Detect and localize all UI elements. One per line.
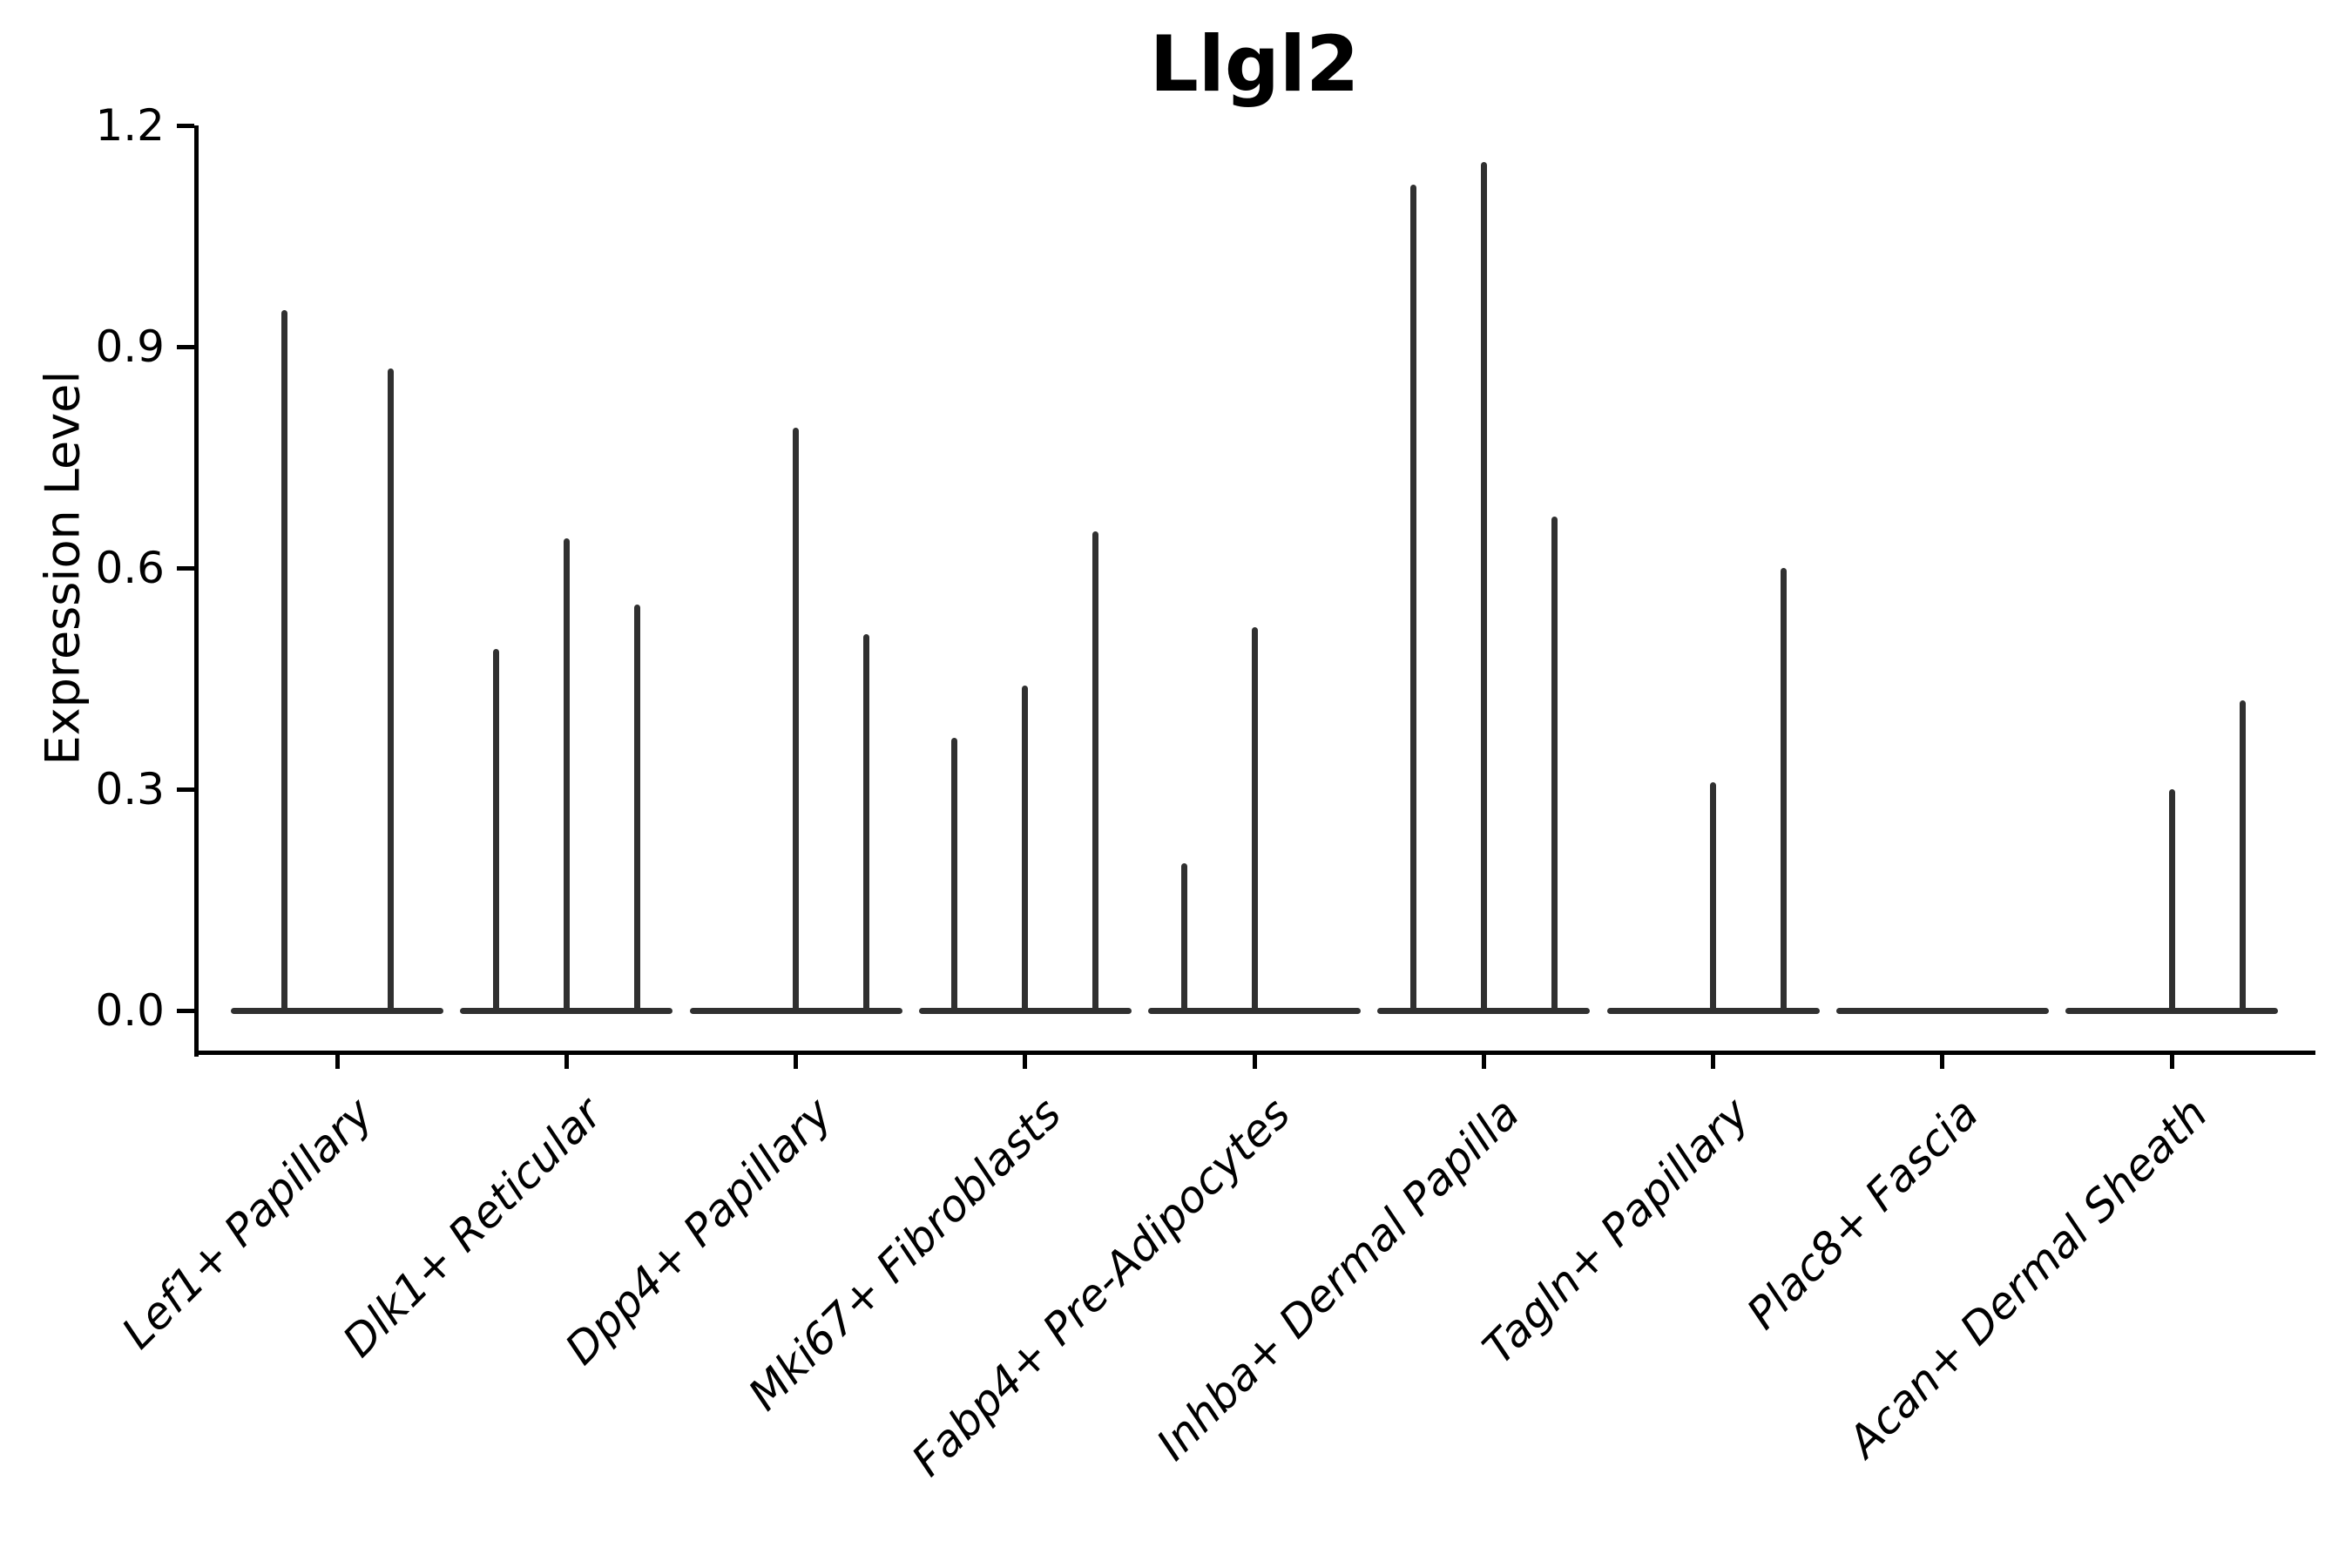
x-tick-mark: [1481, 1055, 1486, 1069]
violin-spike: [1409, 184, 1416, 1010]
violin-baseline: [1606, 1007, 1820, 1014]
x-tick-mark: [335, 1055, 340, 1069]
violin-spike: [1710, 781, 1716, 1010]
x-tick-mark: [2169, 1055, 2174, 1069]
y-tick-mark: [177, 787, 194, 792]
x-tick-label: Plac8+ Fascia: [1736, 1088, 1988, 1340]
x-tick-label: Lef1+ Papillary: [112, 1088, 383, 1359]
y-tick-mark: [177, 123, 194, 128]
x-axis-spine: [194, 1051, 2315, 1055]
violin-baseline: [1835, 1007, 2049, 1014]
y-axis-spine: [194, 125, 199, 1057]
violin-spike: [1092, 531, 1099, 1010]
violin-baseline: [1377, 1007, 1591, 1014]
violin-spike: [1551, 516, 1558, 1010]
violin-baseline: [918, 1007, 1132, 1014]
y-tick-label: 0.9: [95, 321, 165, 372]
violin-spike: [280, 309, 287, 1010]
y-tick-mark: [177, 344, 194, 349]
x-tick-label: Fabp4+ Pre-Adipocytes: [902, 1088, 1301, 1486]
x-tick-mark: [1252, 1055, 1257, 1069]
violin-spike: [793, 428, 799, 1010]
y-tick-label: 1.2: [95, 100, 165, 151]
violin-baseline: [689, 1007, 902, 1014]
violin-baseline: [2065, 1007, 2278, 1014]
violin-spike: [1251, 626, 1258, 1010]
y-tick-mark: [177, 565, 194, 571]
violin-spike: [492, 649, 499, 1010]
y-tick-mark: [177, 1008, 194, 1013]
x-tick-mark: [564, 1055, 569, 1069]
y-tick-label: 0.6: [95, 543, 165, 593]
x-tick-mark: [794, 1055, 798, 1069]
violin-spike: [387, 368, 394, 1010]
violin-spike: [1022, 686, 1029, 1010]
violin-spike: [1781, 568, 1787, 1010]
violin-spike: [1180, 862, 1187, 1010]
y-tick-label: 0.0: [95, 985, 165, 1036]
violin-baseline: [231, 1007, 443, 1014]
chart-title: Llgl2: [1149, 19, 1360, 109]
x-tick-mark: [1023, 1055, 1028, 1069]
violin-spike: [1480, 162, 1487, 1010]
violin-baseline: [1148, 1007, 1361, 1014]
x-tick-label: Dlk1+ Reticular: [333, 1088, 612, 1367]
y-tick-label: 0.3: [95, 764, 165, 814]
y-axis-label: Expression Level: [35, 370, 91, 766]
violin-spike: [863, 634, 869, 1010]
violin-spike: [2239, 700, 2246, 1010]
x-tick-mark: [1940, 1055, 1945, 1069]
violin-spike: [563, 538, 570, 1010]
plot-area: 0.0 0.3 0.6 0.9 1.2 Lef1+ Papillary Dlk1+ Reti…: [95, 104, 2315, 1486]
x-tick-mark: [1711, 1055, 1715, 1069]
violin-spike: [633, 605, 640, 1010]
violin-baseline: [460, 1007, 673, 1014]
violin-spike: [951, 737, 958, 1010]
violin-spike: [2168, 789, 2175, 1010]
